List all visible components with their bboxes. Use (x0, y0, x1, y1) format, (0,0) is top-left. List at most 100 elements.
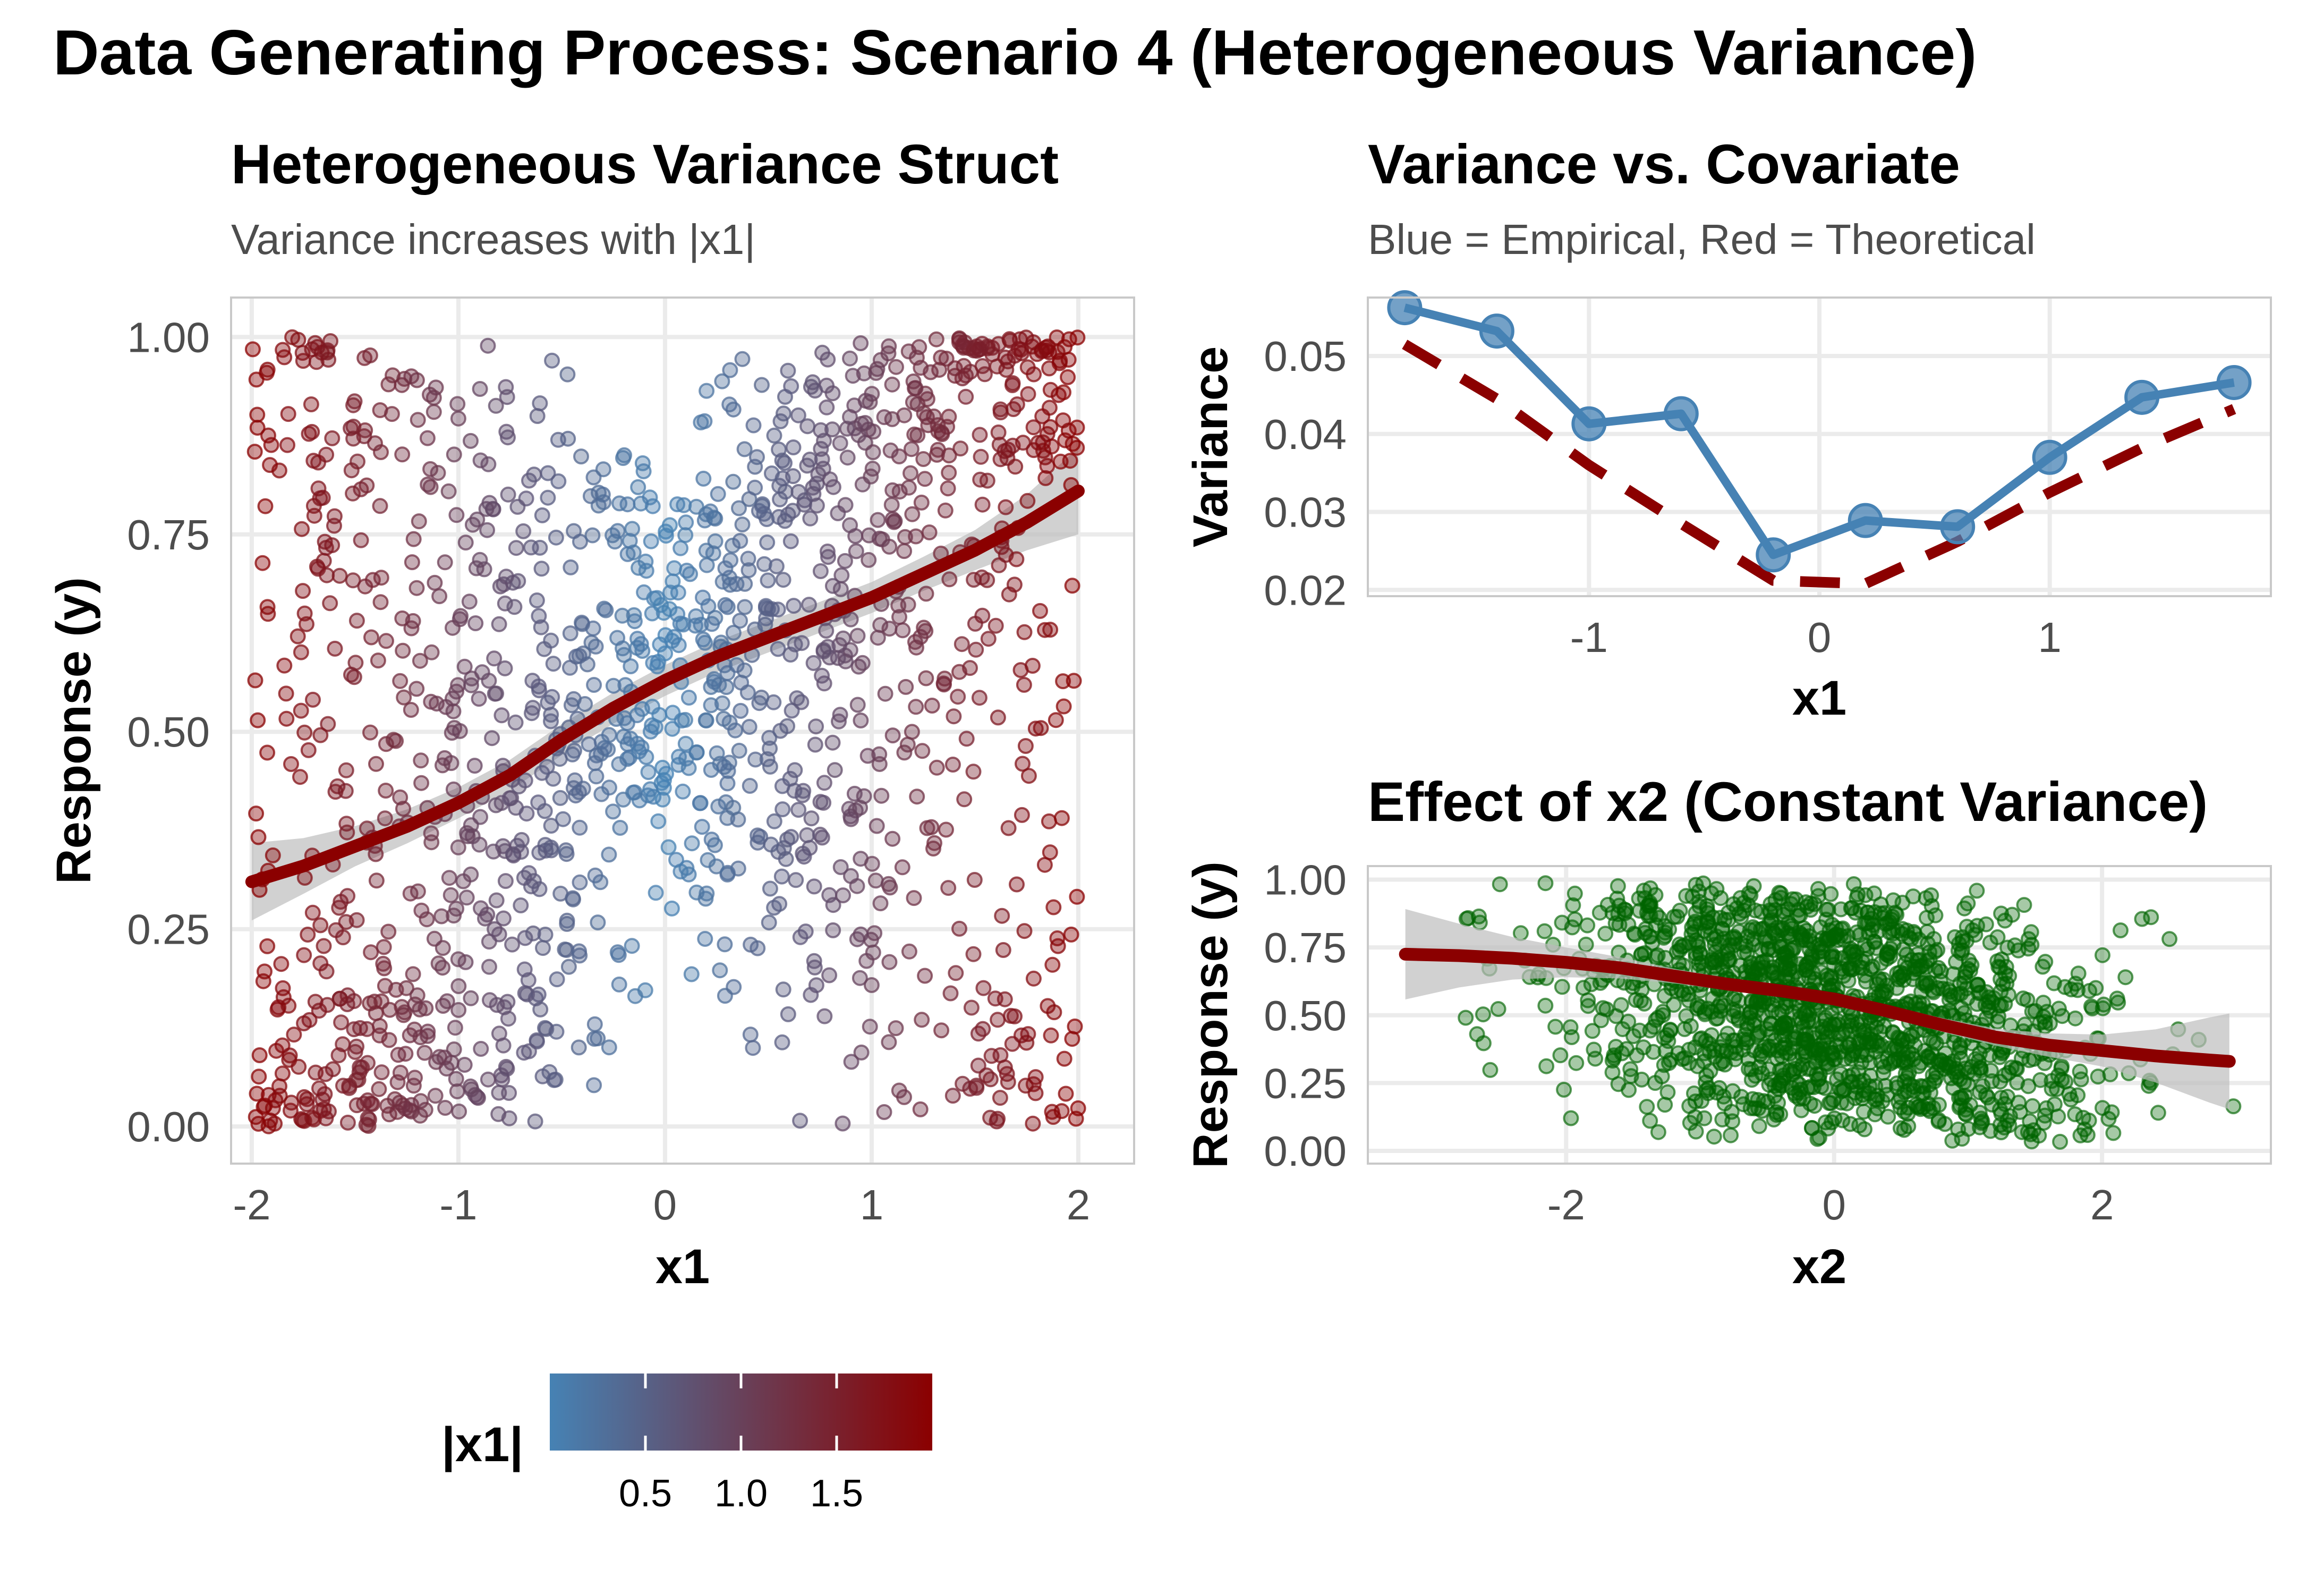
panel1-data-point (903, 465, 918, 481)
panel1-data-point (259, 361, 276, 378)
panel3-data-point (1818, 1055, 1834, 1071)
panel1-data-point (825, 922, 841, 938)
panel3-data-point (1779, 970, 1795, 987)
panel1-data-point (611, 756, 627, 773)
panel1-data-point (571, 648, 588, 664)
panel1-data-point (676, 497, 692, 513)
panel3-data-point (1824, 1114, 1840, 1131)
panel1-data-point (605, 803, 622, 820)
panel1-data-point (688, 608, 704, 624)
panel1-data-point (761, 730, 778, 746)
panel1-data-point (485, 843, 501, 860)
panel1-data-point (1055, 384, 1071, 401)
panel1-data-point (883, 497, 900, 513)
panel1-data-point (267, 1115, 283, 1132)
panel1-data-point (304, 423, 320, 440)
panel3-data-point (1650, 1124, 1666, 1140)
colorbar-legend: |x1| 0.5 1.0 1.5 (441, 1373, 932, 1515)
panel3-data-point (1567, 885, 1583, 902)
panel3-data-point (1801, 941, 1818, 957)
panel1-data-point (722, 552, 739, 569)
panel1-data-point (998, 499, 1014, 515)
panel1-data-point (898, 679, 914, 695)
panel1-data-point (790, 407, 806, 423)
panel1-data-point (990, 1110, 1006, 1127)
panel1-data-point (714, 695, 730, 711)
panel1-data-point (300, 927, 316, 943)
panel1-data-point (296, 724, 313, 741)
panel1-data-point (648, 885, 664, 901)
panel1-data-point (534, 507, 550, 523)
panel1-data-point (563, 559, 579, 575)
panel1-data-point (491, 926, 507, 943)
panel1-data-point (872, 352, 889, 368)
panel1-data-point (965, 764, 982, 780)
panel1-data-point (979, 572, 995, 588)
panel2-y-tick-label: 0.05 (1264, 333, 1347, 380)
panel1-data-point (990, 709, 1006, 726)
panel1-data-point (634, 701, 650, 717)
panel3-data-point (1646, 1019, 1662, 1035)
panel1-data-point (532, 539, 548, 556)
panel1-data-point (904, 506, 921, 522)
colorbar-tick-label: 1.5 (810, 1472, 863, 1515)
panel3-data-point (1708, 928, 1725, 945)
panel1-y-tick-label: 0.00 (127, 1103, 210, 1150)
panel1-data-point (808, 977, 824, 994)
panel1-data-point (260, 606, 276, 622)
panel1-data-point (437, 554, 453, 571)
panel3-data-point (2117, 969, 2134, 986)
panel1-data-point (404, 554, 420, 571)
panel1-data-point (979, 472, 995, 489)
panel1-data-point (295, 583, 311, 599)
panel1-data-point (299, 616, 314, 632)
panel1-data-point (380, 923, 397, 940)
panel1-data-point (412, 1029, 429, 1046)
panel3-data-point (1775, 946, 1791, 963)
panel1-data-point (1048, 712, 1064, 728)
panel1-data-point (929, 759, 945, 776)
panel1-data-point (586, 1016, 603, 1032)
panel1-data-point (407, 1070, 423, 1086)
panel1-data-point (405, 966, 421, 982)
panel3-data-point (1803, 1120, 1820, 1137)
panel3-data-point (2000, 987, 2017, 1003)
panel3-data-point (1992, 1117, 2008, 1133)
panel1-data-point (790, 484, 807, 500)
panel1-data-point (588, 768, 605, 785)
panel1-data-point (824, 578, 841, 594)
panel1-data-point (644, 498, 661, 514)
theoretical-variance-line (1402, 340, 2236, 589)
panel1-data-point (456, 1057, 473, 1073)
empirical-variance-point (1848, 503, 1883, 538)
panel1-data-point (488, 892, 505, 909)
panel1-data-point (451, 1103, 467, 1120)
panel1-data-point (864, 855, 880, 872)
panel1-data-point (1040, 998, 1056, 1014)
panel1-data-point (1020, 1026, 1036, 1042)
panel1-data-point (425, 404, 442, 420)
panel1-data-point (783, 829, 799, 845)
panel3-data-point (1827, 949, 1843, 965)
panel1-data-point (992, 1047, 1009, 1063)
panel3-data-point (1620, 1013, 1637, 1030)
panel1-data-point (246, 444, 263, 460)
panel3-data-point (1947, 929, 1963, 945)
panel1-data-point (375, 955, 391, 972)
panel2-x-tick-label: 0 (1808, 614, 1832, 661)
panel1-data-point (842, 350, 858, 367)
panel3-data-point (1773, 1027, 1790, 1044)
panel3-data-point (1562, 1019, 1579, 1036)
panel1-data-point (360, 1118, 377, 1134)
panel1-data-point (837, 497, 854, 513)
panel1-data-point (703, 762, 719, 778)
panel1-data-point (585, 469, 602, 486)
panel3-data-point (1969, 977, 1986, 993)
panel1-data-point (774, 801, 791, 818)
panel1-data-point (706, 837, 723, 853)
panel3-data-point (1580, 992, 1596, 1008)
panel1-data-point (403, 702, 419, 718)
panel3-data-point (1736, 944, 1752, 961)
panel1-data-point (835, 630, 852, 647)
panel1-data-point (760, 572, 776, 589)
